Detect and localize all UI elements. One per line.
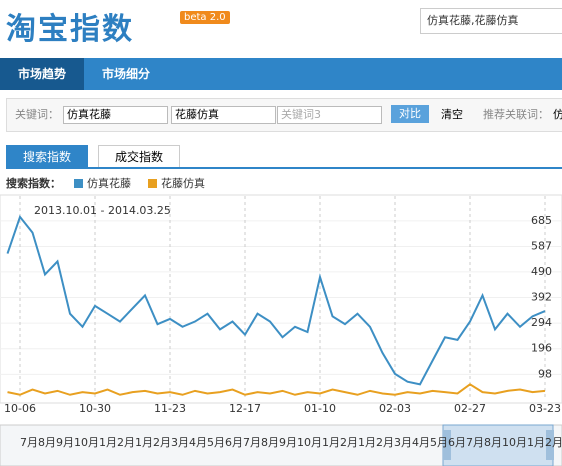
nav-bar: 市场趋势 市场细分 [0, 58, 562, 90]
navigator-month: 4月 [412, 436, 430, 449]
data-line [6, 214, 546, 386]
keyword-bar: 关键词： 仿真花藤 花藤仿真 关键词3 对比 清空 推荐关联词： 仿 [6, 98, 562, 132]
navigator-handle[interactable] [546, 430, 554, 460]
x-tick-label: 01-10 [304, 402, 336, 415]
y-tick-label: 490 [531, 265, 552, 278]
navigator-month: 10月 [502, 436, 527, 449]
navigator-month: 1月 [527, 436, 545, 449]
navigator-month: 9月 [56, 436, 74, 449]
keyword-input[interactable]: 仿真花藤 [63, 106, 168, 124]
navigator-month: 1月 [358, 436, 376, 449]
navigator-month: 6月 [448, 436, 466, 449]
search-box[interactable]: 仿真花藤,花藤仿真 [420, 8, 562, 34]
navigator-month: 4月 [189, 436, 207, 449]
x-tick-label: 03-23 [529, 402, 561, 415]
navigator-month: 6月 [225, 436, 243, 449]
navigator-month: 2月 [117, 436, 135, 449]
navigator-month: 1月 [322, 436, 340, 449]
nav-tab[interactable]: 市场趋势 [0, 58, 85, 90]
y-tick-label: 685 [531, 214, 552, 227]
x-tick-label: 02-03 [379, 402, 411, 415]
nav-tab[interactable]: 市场细分 [102, 67, 151, 81]
navigator-month: 2月 [545, 436, 562, 449]
navigator-month: 5月 [207, 436, 225, 449]
compare-button[interactable]: 对比 [391, 105, 429, 123]
legend-label: 仿真花藤 [87, 176, 131, 190]
y-tick-label: 98 [538, 367, 552, 380]
legend-swatch [148, 179, 157, 188]
badge: beta 2.0 [180, 11, 230, 24]
navigator-month: 8月 [261, 436, 279, 449]
keyword-input[interactable]: 关键词3 [277, 106, 382, 124]
navigator-month: 10月 [74, 436, 99, 449]
label: 推荐关联词： [483, 108, 549, 121]
label: 关键词： [15, 108, 59, 121]
divider [6, 167, 562, 169]
navigator-month: 3月 [171, 436, 189, 449]
navigator-month: 1月 [135, 436, 153, 449]
plot-frame [0, 194, 562, 404]
navigator-month: 7月 [243, 436, 261, 449]
x-tick-label: 11-23 [154, 402, 186, 415]
navigator-month: 5月 [430, 436, 448, 449]
navigator-month: 10月 [297, 436, 322, 449]
x-tick-label: 10-30 [79, 402, 111, 415]
navigator-month: 7月 [20, 436, 38, 449]
navigator-month: 2月 [376, 436, 394, 449]
navigator-month: 7月 [466, 436, 484, 449]
navigator-month: 3月 [394, 436, 412, 449]
x-tick-label: 10-06 [4, 402, 36, 415]
navigator-handle[interactable] [443, 430, 451, 460]
chart-title: 搜索指数： [6, 176, 61, 190]
y-tick-label: 294 [531, 316, 552, 329]
clear-button[interactable]: 清空 [441, 108, 463, 121]
navigator-month: 1月 [99, 436, 117, 449]
related-word[interactable]: 仿 [553, 108, 562, 121]
keyword-input[interactable]: 花藤仿真 [171, 106, 276, 124]
legend-swatch [74, 179, 83, 188]
navigator-month: 8月 [38, 436, 56, 449]
data-line [7, 383, 546, 396]
x-tick-label: 02-27 [454, 402, 486, 415]
navigator-selection[interactable] [442, 424, 554, 466]
navigator-month: 2月 [340, 436, 358, 449]
legend-label: 花藤仿真 [161, 176, 205, 190]
y-tick-label: 392 [531, 290, 552, 303]
navigator-month: 2月 [153, 436, 171, 449]
date-range: 2013.10.01 - 2014.03.25 [34, 204, 171, 217]
y-tick-label: 587 [531, 239, 552, 252]
navigator-month: 9月 [279, 436, 297, 449]
navigator-month: 8月 [484, 436, 502, 449]
logo[interactable]: 淘宝指数 [6, 12, 134, 47]
x-tick-label: 12-17 [229, 402, 261, 415]
y-tick-label: 196 [531, 342, 552, 355]
